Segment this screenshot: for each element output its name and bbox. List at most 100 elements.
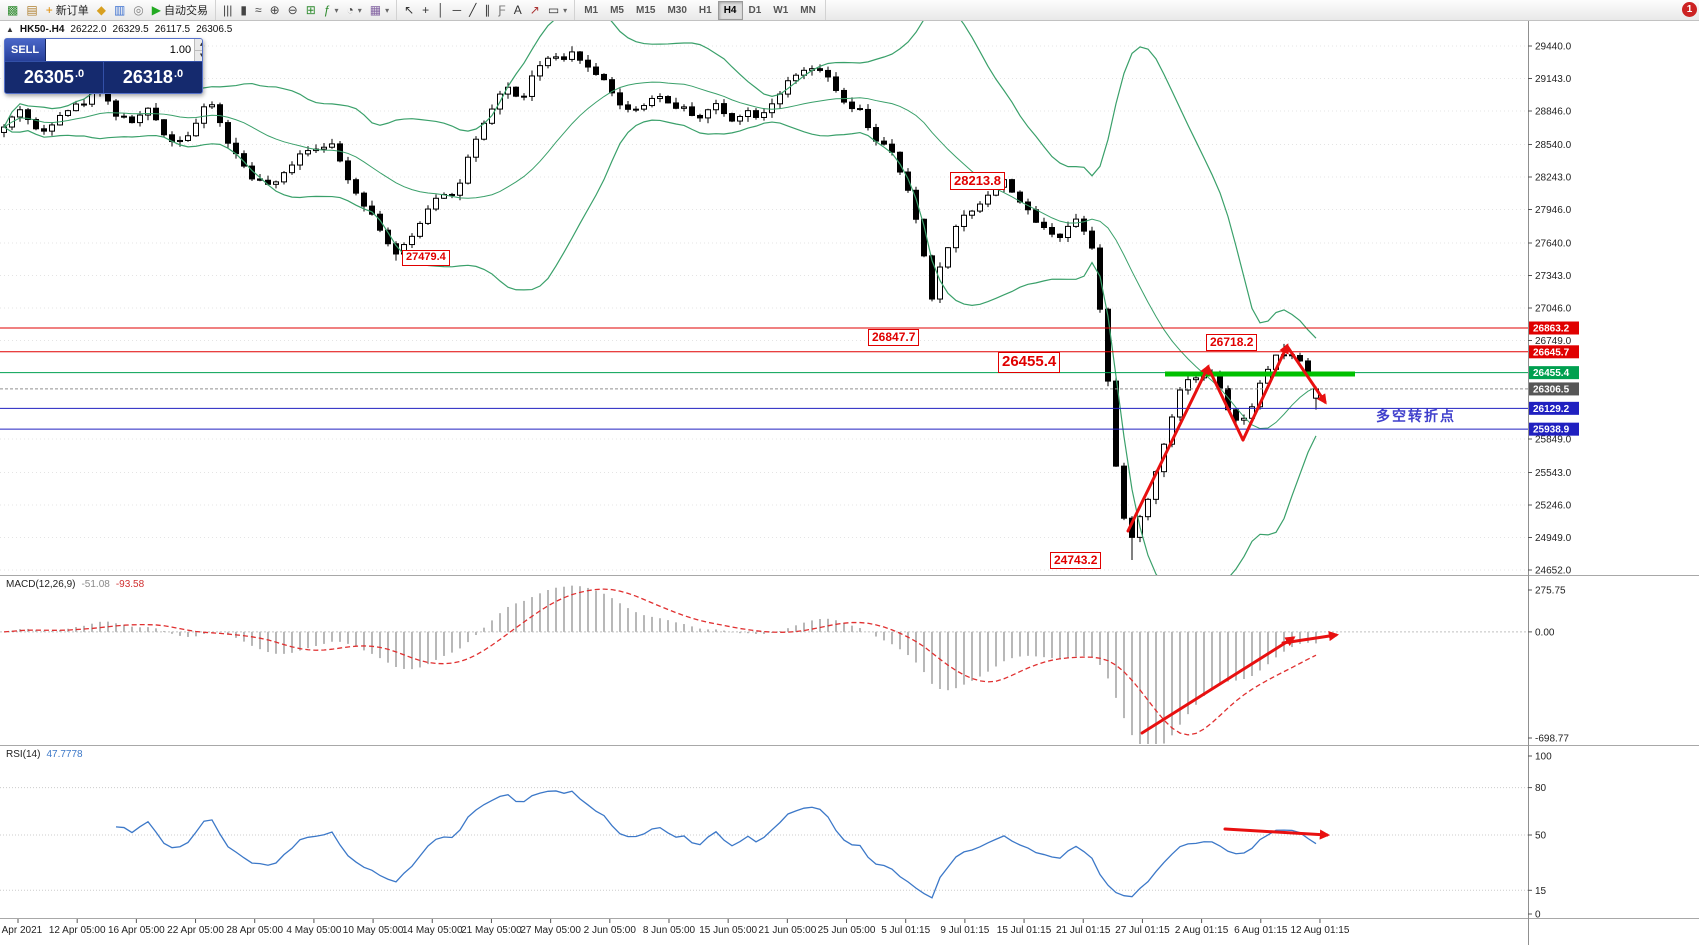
- rsi-value: 47.7778: [46, 749, 83, 760]
- new-order-icon: +: [45, 3, 53, 17]
- svg-text:28243.0: 28243.0: [1535, 173, 1572, 184]
- rsi-line: [115, 790, 1317, 899]
- sell-button[interactable]: SELL: [5, 39, 46, 61]
- tf-h1-button[interactable]: H1: [698, 4, 712, 16]
- trendline-button[interactable]: ╱: [465, 1, 480, 20]
- templates-button[interactable]: ▦ ▾: [366, 1, 393, 20]
- navigator-button[interactable]: ◎: [129, 1, 147, 20]
- crosshair-button[interactable]: +: [418, 1, 433, 20]
- svg-text:8 Apr 2021: 8 Apr 2021: [0, 925, 43, 936]
- price-axis[interactable]: 29440.0 29143.0 28846.0 28540.0 28243.0 27946…: [0, 20, 1699, 945]
- svg-text:25849.0: 25849.0: [1535, 435, 1572, 446]
- trend-arrow: [1206, 365, 1245, 442]
- svg-text:29440.0: 29440.0: [1535, 42, 1572, 53]
- alert-icon[interactable]: 1: [1682, 2, 1697, 17]
- chevron-down-icon[interactable]: ▾: [357, 5, 362, 15]
- tf-m5-button[interactable]: M5: [610, 4, 624, 16]
- volume-increase-button[interactable]: ▴: [195, 39, 202, 51]
- collapse-panel-icon[interactable]: ▲: [6, 25, 14, 34]
- rsi-plot[interactable]: [0, 787, 1528, 899]
- indicators-button[interactable]: ƒ ▾: [320, 1, 343, 20]
- trend-arrow: [1285, 344, 1327, 405]
- horizontal-line-button[interactable]: ─: [449, 1, 466, 20]
- svg-text:0: 0: [1535, 910, 1541, 921]
- main-chart-plot[interactable]: [0, 2, 1528, 593]
- tf-d1-button[interactable]: D1: [748, 4, 762, 16]
- svg-text:25246.0: 25246.0: [1535, 500, 1572, 511]
- tf-mn-button[interactable]: MN: [800, 4, 816, 16]
- svg-text:2 Jun 05:00: 2 Jun 05:00: [584, 925, 637, 936]
- tf-m30-button[interactable]: M30: [667, 4, 687, 16]
- ohlc-close: 26306.5: [196, 24, 233, 35]
- svg-text:26129.2: 26129.2: [1533, 404, 1570, 415]
- text-button[interactable]: A: [510, 1, 526, 20]
- svg-text:0.00: 0.00: [1535, 627, 1555, 638]
- shapes-button[interactable]: ▭ ▾: [544, 1, 571, 20]
- svg-text:26455.4: 26455.4: [1533, 368, 1570, 379]
- chevron-down-icon[interactable]: ▾: [334, 5, 339, 15]
- volume-box: ▴ ▾: [45, 39, 202, 61]
- quote-bar: ▲ HK50-.H4 26222.0 26329.5 26117.5 26306…: [6, 24, 232, 35]
- data-window-button[interactable]: ▥: [110, 1, 129, 20]
- chevron-down-icon[interactable]: ▾: [563, 5, 568, 15]
- autotrading-icon: ▶: [151, 3, 161, 17]
- vertical-line-button[interactable]: │: [433, 1, 449, 20]
- arrows-icon: ↗: [529, 3, 540, 17]
- svg-text:27640.0: 27640.0: [1535, 238, 1572, 249]
- tf-h4-button[interactable]: H4: [717, 0, 743, 20]
- zoom-out-button[interactable]: ⊖: [284, 1, 302, 20]
- svg-text:26306.5: 26306.5: [1533, 384, 1570, 395]
- channel-button[interactable]: ∥: [480, 1, 494, 20]
- sell-price[interactable]: 26305.0: [5, 62, 103, 93]
- trend-arrow: [1241, 343, 1289, 442]
- zoom-in-button[interactable]: ⊕: [266, 1, 284, 20]
- text-icon: A: [513, 3, 522, 17]
- svg-text:9 Jul 01:15: 9 Jul 01:15: [940, 925, 989, 936]
- macd-plot[interactable]: [0, 585, 1528, 750]
- new-order-button[interactable]: + 新订单: [42, 1, 93, 20]
- svg-text:80: 80: [1535, 783, 1547, 794]
- candlestick-chart-button[interactable]: ▮: [236, 1, 251, 20]
- chevron-down-icon[interactable]: ▾: [385, 5, 390, 15]
- svg-text:15 Jul 01:15: 15 Jul 01:15: [997, 925, 1052, 936]
- arrows-button[interactable]: ↗: [526, 1, 544, 20]
- level-lines[interactable]: [0, 327, 1528, 430]
- volume-input[interactable]: [46, 39, 195, 61]
- zoom-out-icon: ⊖: [287, 3, 298, 17]
- svg-text:10 May 05:00: 10 May 05:00: [343, 925, 404, 936]
- svg-text:15 Jun 05:00: 15 Jun 05:00: [699, 925, 757, 936]
- svg-text:21 May 05:00: 21 May 05:00: [461, 925, 522, 936]
- buy-price[interactable]: 26318.0: [103, 62, 202, 93]
- new-chart-button[interactable]: ▩: [3, 1, 22, 20]
- profiles-button[interactable]: ▤: [22, 1, 41, 20]
- svg-text:15: 15: [1535, 886, 1547, 897]
- periods-icon: ◔: [346, 3, 354, 17]
- svg-text:26863.2: 26863.2: [1533, 324, 1570, 335]
- price-label-26847.7: 26847.7: [868, 329, 920, 346]
- line-chart-button[interactable]: ≈: [251, 1, 266, 20]
- navigator-icon: ◎: [133, 3, 144, 17]
- tf-w1-button[interactable]: W1: [773, 4, 789, 16]
- trendline-icon: ╱: [469, 3, 477, 17]
- toolbar-group-standard: ▩ ▤ + 新订单 ◆ ▥ ◎ ▶ 自动交易: [0, 0, 216, 20]
- svg-text:27343.0: 27343.0: [1535, 271, 1572, 282]
- tf-m15-button[interactable]: M15: [636, 4, 656, 16]
- bar-chart-button[interactable]: |||: [219, 1, 236, 20]
- new-order-button-label: 新订单: [55, 5, 89, 17]
- toolbar-group-chart-tools: ||| ▮ ≈ ⊕ ⊖ ⊞ ƒ ▾ ◔ ▾ ▦ ▾: [216, 0, 398, 20]
- tf-m1-button[interactable]: M1: [584, 4, 599, 16]
- svg-text:27 May 05:00: 27 May 05:00: [520, 925, 581, 936]
- fibonacci-button[interactable]: Ƒ: [494, 1, 509, 20]
- price-label-28213.8: 28213.8: [950, 172, 1005, 191]
- svg-text:16 Apr 05:00: 16 Apr 05:00: [108, 925, 165, 936]
- market-watch-button[interactable]: ◆: [93, 1, 110, 20]
- tile-windows-button[interactable]: ⊞: [302, 1, 320, 20]
- volume-decrease-button[interactable]: ▾: [195, 50, 202, 61]
- cursor-button[interactable]: ↖: [400, 1, 418, 20]
- periods-button[interactable]: ◔ ▾: [342, 1, 365, 20]
- autotrading-button[interactable]: ▶ 自动交易: [148, 1, 212, 20]
- sell-price-main: 26305: [23, 67, 74, 87]
- templates-icon: ▦: [369, 3, 382, 17]
